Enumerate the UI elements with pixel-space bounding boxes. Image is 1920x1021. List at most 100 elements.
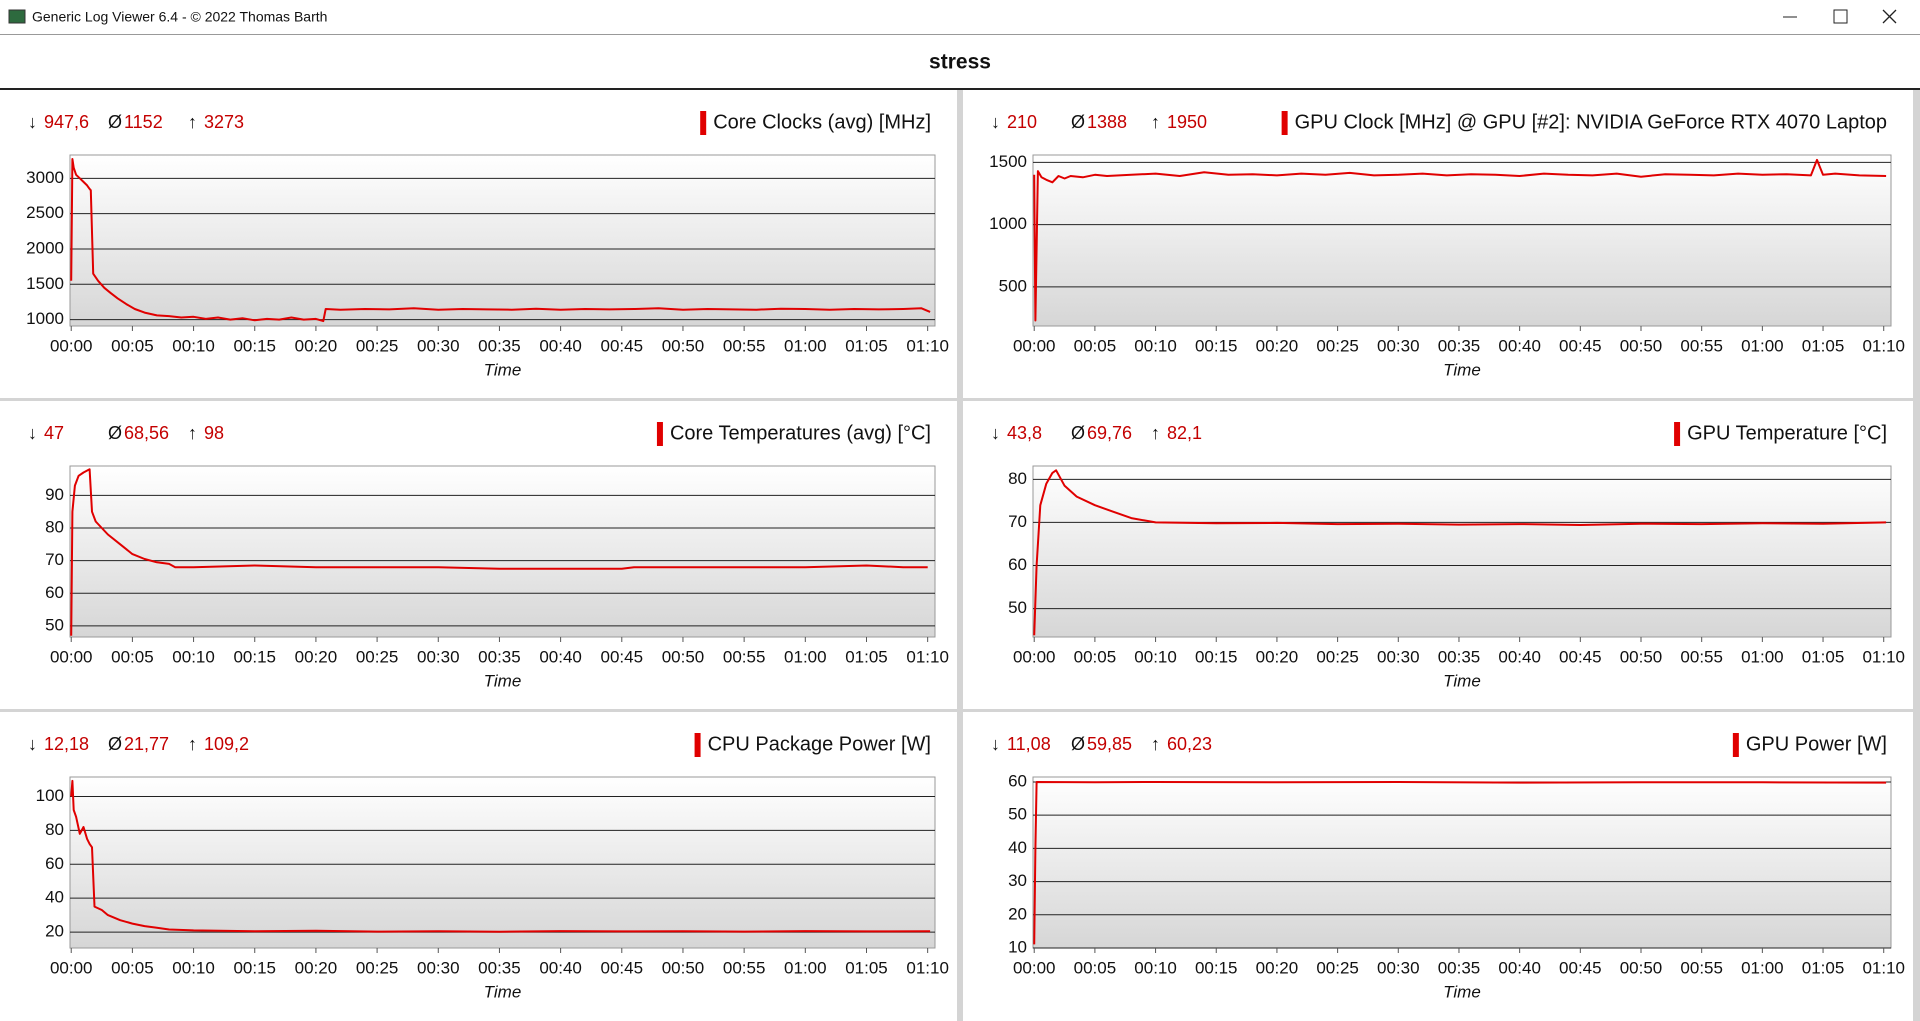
- x-tick-label: 01:05: [1802, 958, 1845, 977]
- x-tick-label: 00:10: [1134, 336, 1177, 355]
- y-tick-label: 2000: [26, 238, 64, 257]
- x-tick-label: 00:50: [662, 958, 705, 977]
- x-tick-label: 00:05: [111, 647, 154, 666]
- y-tick-label: 30: [1008, 871, 1027, 890]
- x-tick-label: 01:10: [1862, 958, 1905, 977]
- y-tick-label: 80: [45, 517, 64, 536]
- plot-area: [1032, 465, 1892, 638]
- x-tick-label: 00:05: [111, 336, 154, 355]
- x-tick-label: 00:55: [1680, 336, 1723, 355]
- y-tick-label: 70: [1008, 512, 1027, 531]
- y-tick-label: 100: [36, 786, 64, 805]
- legend-swatch: [700, 111, 707, 135]
- y-tick-label: 20: [1008, 904, 1027, 923]
- stat-value: 109,2: [204, 734, 249, 754]
- x-tick-label: 00:40: [539, 958, 582, 977]
- x-axis-label: Time: [484, 360, 522, 379]
- x-tick-label: 00:20: [295, 647, 338, 666]
- y-tick-label: 50: [1008, 598, 1027, 617]
- legend-label: Core Temperatures (avg) [°C]: [670, 422, 931, 444]
- stat-value: 21,77: [124, 734, 169, 754]
- x-tick-label: 01:10: [906, 647, 949, 666]
- x-tick-label: 01:00: [784, 336, 827, 355]
- x-tick-label: 00:25: [1316, 958, 1359, 977]
- stat-value: 210: [1007, 112, 1037, 132]
- stat-value: 1152: [124, 112, 163, 132]
- y-tick-label: 2500: [26, 203, 64, 222]
- x-tick-label: 01:10: [1862, 647, 1905, 666]
- x-tick-label: 00:10: [1134, 647, 1177, 666]
- x-tick-label: 00:00: [50, 336, 93, 355]
- x-tick-label: 00:30: [417, 647, 460, 666]
- stat-symbol: ↑: [1151, 734, 1160, 754]
- x-tick-label: 00:10: [172, 336, 215, 355]
- chart-panel: 50 60 70 80 00:00 00:05 00:10 00:15 00:20 00:25 00…: [963, 401, 1913, 709]
- x-tick-label: 00:25: [1316, 647, 1359, 666]
- chart-panel: 10 20 30 40 50 60 00:00 00:05 00:10 00:15 00:20 00:…: [963, 712, 1913, 1021]
- x-tick-label: 00:40: [539, 647, 582, 666]
- x-tick-label: 00:35: [1438, 958, 1481, 977]
- window-title: Generic Log Viewer 6.4 - © 2022 Thomas B…: [32, 9, 327, 25]
- x-tick-label: 00:55: [723, 647, 766, 666]
- x-tick-label: 00:25: [356, 336, 399, 355]
- x-tick-label: 00:20: [1256, 958, 1299, 977]
- x-tick-label: 00:30: [1377, 336, 1420, 355]
- close-button[interactable]: [1882, 9, 1897, 24]
- x-tick-label: 00:25: [356, 647, 399, 666]
- x-tick-label: 00:45: [601, 958, 644, 977]
- y-tick-label: 500: [999, 276, 1027, 295]
- x-tick-label: 00:20: [1256, 647, 1299, 666]
- x-tick-label: 00:10: [172, 647, 215, 666]
- x-tick-label: 00:50: [662, 647, 705, 666]
- x-tick-label: 00:55: [723, 958, 766, 977]
- x-tick-label: 00:15: [1195, 336, 1238, 355]
- legend-swatch: [1674, 422, 1681, 446]
- maximize-button[interactable]: [1833, 9, 1848, 24]
- title-bar: [0, 0, 1920, 35]
- x-tick-label: 00:50: [662, 336, 705, 355]
- stat-value: 3273: [204, 112, 244, 132]
- stat-symbol: ↓: [991, 423, 1000, 443]
- x-tick-label: 00:55: [723, 336, 766, 355]
- y-tick-label: 1000: [26, 309, 64, 328]
- x-tick-label: 01:00: [1741, 647, 1784, 666]
- y-tick-label: 60: [1008, 771, 1027, 790]
- x-tick-label: 00:50: [1620, 958, 1663, 977]
- y-tick-label: 80: [45, 820, 64, 839]
- x-tick-label: 00:30: [1377, 958, 1420, 977]
- x-tick-label: 00:15: [233, 647, 276, 666]
- legend-swatch: [694, 733, 701, 757]
- y-tick-label: 1500: [989, 152, 1027, 171]
- x-tick-label: 01:00: [784, 958, 827, 977]
- stat-value: 60,23: [1167, 734, 1212, 754]
- stat-symbol: ↑: [1151, 423, 1160, 443]
- x-tick-label: 00:15: [1195, 647, 1238, 666]
- y-tick-label: 20: [45, 922, 64, 941]
- x-tick-label: 00:45: [601, 647, 644, 666]
- stat-symbol: Ø: [1071, 112, 1085, 132]
- x-tick-label: 00:35: [1438, 647, 1481, 666]
- stat-symbol: Ø: [1071, 423, 1085, 443]
- x-tick-label: 00:20: [295, 336, 338, 355]
- x-tick-label: 00:05: [1074, 647, 1117, 666]
- legend-label: CPU Package Power [W]: [708, 733, 931, 755]
- app-icon: [8, 9, 26, 24]
- x-tick-label: 00:35: [478, 958, 521, 977]
- x-axis-label: Time: [1443, 360, 1481, 379]
- x-tick-label: 00:15: [233, 336, 276, 355]
- y-tick-label: 1000: [989, 214, 1027, 233]
- stat-symbol: Ø: [108, 112, 122, 132]
- plot-area: [1032, 154, 1892, 327]
- stat-symbol: Ø: [108, 734, 122, 754]
- stat-symbol: ↓: [28, 734, 37, 754]
- stat-value: 1950: [1167, 112, 1207, 132]
- x-tick-label: 00:35: [1438, 336, 1481, 355]
- x-tick-label: 00:25: [356, 958, 399, 977]
- x-tick-label: 00:25: [1316, 336, 1359, 355]
- data-line: [1033, 158, 1887, 322]
- x-tick-label: 00:00: [50, 958, 93, 977]
- chart-panel: 20 40 60 80 100 00:00 00:05 00:10 00:15 00:20 00:2…: [0, 712, 957, 1021]
- x-tick-label: 01:10: [906, 958, 949, 977]
- x-tick-label: 00:45: [601, 336, 644, 355]
